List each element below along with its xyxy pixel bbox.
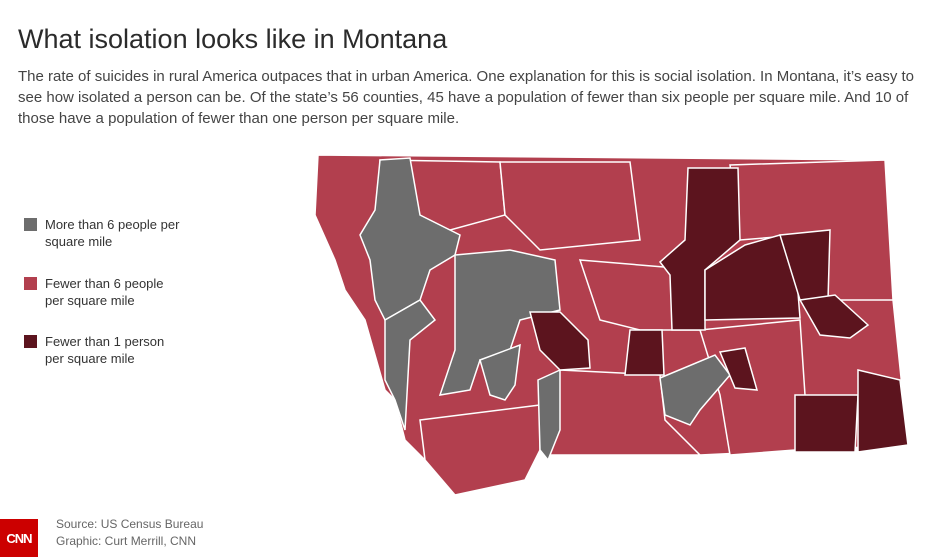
legend-label: More than 6 people per square mile xyxy=(45,217,180,249)
county xyxy=(794,394,859,453)
title: What isolation looks like in Montana xyxy=(18,24,448,54)
description: The rate of suicides in rural America ou… xyxy=(18,68,915,127)
county xyxy=(624,329,665,376)
county xyxy=(857,369,909,453)
legend-swatch xyxy=(24,277,37,290)
legend-swatch xyxy=(24,218,37,231)
source: Source: US Census Bureau Graphic: Curt Me… xyxy=(56,516,203,550)
legend-item: Fewer than 6 people per square mile xyxy=(24,275,185,309)
county xyxy=(499,161,641,251)
county xyxy=(658,167,741,331)
source-text: Source: US Census Bureau xyxy=(56,517,204,531)
county xyxy=(479,343,521,401)
logo: CNN xyxy=(0,519,38,557)
county xyxy=(798,294,870,339)
county xyxy=(384,299,437,431)
county xyxy=(659,354,731,426)
legend-label: Fewer than 6 people per square mile xyxy=(45,276,164,308)
county xyxy=(529,311,591,371)
county xyxy=(419,404,541,496)
legend-label: Fewer than 1 person per square mile xyxy=(45,334,165,366)
legend-swatch xyxy=(24,335,37,348)
county xyxy=(537,368,561,462)
legend-item: More than 6 people per square mile xyxy=(24,216,185,250)
county xyxy=(718,347,759,391)
credit-text: Graphic: Curt Merrill, CNN xyxy=(56,534,197,548)
legend-item: Fewer than 1 person per square mile xyxy=(24,333,185,367)
